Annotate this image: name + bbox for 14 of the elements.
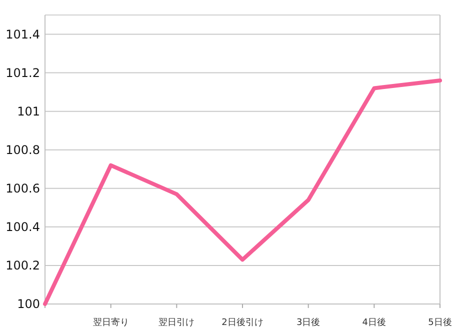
y-tick-label: 100.2 (6, 258, 40, 272)
x-tick-label: 4日後 (362, 317, 386, 328)
y-tick-label: 101 (17, 104, 40, 118)
y-tick-label: 100.6 (6, 181, 40, 196)
y-tick-label: 100.8 (6, 142, 40, 157)
x-tick-label: 翌日寄り (92, 317, 129, 328)
x-tick-label: 2日後引け (222, 317, 264, 328)
y-tick-label: 101.4 (6, 27, 40, 42)
x-tick-label: 5日後 (428, 317, 452, 328)
y-tick-label: 101.2 (6, 66, 40, 80)
x-tick-label: 翌日引け (158, 317, 195, 328)
y-tick-label: 100 (17, 297, 40, 311)
x-tick-label: 3日後 (296, 317, 320, 328)
y-tick-label: 100.4 (6, 220, 40, 234)
